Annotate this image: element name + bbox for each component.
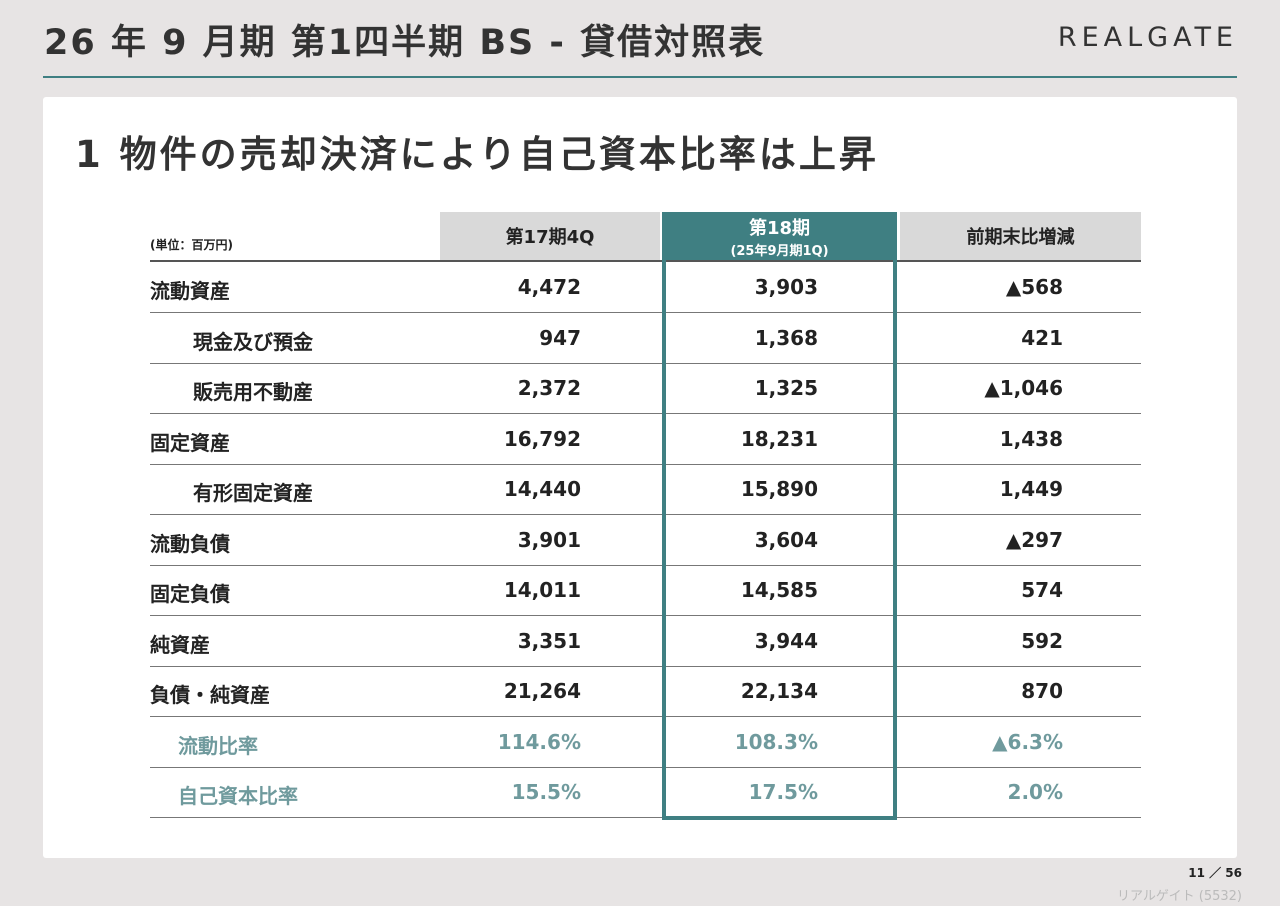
- cell-value: 3,944: [754, 628, 818, 653]
- table-row: 有形固定資産 14,440 15,890 1,449: [150, 464, 1141, 515]
- cell-value: ▲6.3%: [992, 729, 1063, 754]
- cell-value: 3,351: [517, 628, 581, 653]
- cell-value: ▲1,046: [984, 376, 1063, 400]
- cell-value: 15,890: [740, 477, 818, 501]
- column-header: 前期末比増減: [900, 212, 1141, 260]
- cell-value: ▲568: [1005, 275, 1063, 299]
- table-row: 現金及び預金 947 1,368 421: [150, 313, 1141, 364]
- cell-value: 14,585: [740, 578, 818, 602]
- headline: 1 物件の売却決済により自己資本比率は上昇: [75, 133, 879, 176]
- cell-value: 3,604: [754, 527, 818, 552]
- column-header: 第17期4Q: [440, 212, 660, 260]
- column-label: 第18期: [748, 217, 811, 239]
- cell-value: 14,440: [503, 477, 581, 501]
- highlight-frame: [662, 212, 897, 820]
- column-label: 第17期4Q: [505, 227, 595, 248]
- cell-value: 3,903: [754, 275, 818, 299]
- cell-value: 574: [1021, 578, 1063, 602]
- table-row: 固定負債 14,011 14,585 574: [150, 565, 1141, 616]
- row-label: 流動資産: [150, 279, 230, 303]
- cell-value: 21,264: [503, 679, 581, 703]
- row-label: 流動負債: [150, 531, 230, 556]
- row-label: 固定資産: [150, 430, 230, 455]
- logo: REALGATE: [1057, 22, 1238, 53]
- row-label: 負債・純資産: [150, 683, 270, 707]
- cell-value: 22,134: [740, 679, 818, 703]
- table-row: 流動比率 114.6% 108.3% ▲6.3%: [150, 717, 1141, 768]
- table-row: 流動資産 4,472 3,903 ▲568: [150, 262, 1141, 313]
- row-label: 純資産: [150, 632, 210, 657]
- table-row: 自己資本比率 15.5% 17.5% 2.0%: [150, 767, 1141, 818]
- title-rule: [43, 76, 1237, 78]
- cell-value: 1,449: [999, 477, 1063, 501]
- cell-value: ▲297: [1005, 527, 1063, 552]
- cell-value: 592: [1021, 628, 1063, 653]
- row-label: 自己資本比率: [178, 784, 298, 808]
- column-header: 第18期 (25年9月期1Q): [662, 212, 897, 260]
- cell-value: 947: [539, 325, 581, 350]
- table-row: 流動負債 3,901 3,604 ▲297: [150, 515, 1141, 566]
- row-label: 流動比率: [178, 733, 258, 758]
- page-number: 11 ／ 56: [1188, 866, 1242, 880]
- cell-value: 108.3%: [734, 729, 818, 754]
- table-row: 販売用不動産 2,372 1,325 ▲1,046: [150, 363, 1141, 414]
- table-row: 純資産 3,351 3,944 592: [150, 616, 1141, 667]
- cell-value: 16,792: [503, 426, 581, 451]
- row-label: 販売用不動産: [193, 380, 313, 404]
- cell-value: 1,438: [999, 426, 1063, 451]
- cell-value: 4,472: [517, 275, 581, 299]
- cell-value: 14,011: [503, 578, 581, 602]
- cell-value: 2.0%: [1007, 780, 1063, 804]
- cell-value: 421: [1021, 325, 1063, 350]
- column-sublabel: (25年9月期1Q): [730, 243, 829, 259]
- header-rule: [150, 260, 1141, 262]
- cell-value: 18,231: [740, 426, 818, 451]
- row-label: 固定負債: [150, 582, 230, 606]
- cell-value: 114.6%: [497, 729, 581, 754]
- cell-value: 17.5%: [748, 780, 818, 804]
- row-label: 有形固定資産: [193, 481, 313, 505]
- table-row: 負債・純資産 21,264 22,134 870: [150, 666, 1141, 717]
- column-label: 前期末比増減: [966, 227, 1075, 248]
- cell-value: 2,372: [517, 376, 581, 400]
- cell-value: 1,325: [754, 376, 818, 400]
- cell-value: 1,368: [754, 325, 818, 350]
- slide-title: 26 年 9 月期 第1四半期 BS - 貸借対照表: [44, 23, 766, 63]
- cell-value: 3,901: [517, 527, 581, 552]
- row-label: 現金及び預金: [193, 329, 313, 354]
- company-name: リアルゲイト (5532): [1117, 889, 1242, 904]
- table-row: 固定資産 16,792 18,231 1,438: [150, 414, 1141, 465]
- cell-value: 870: [1021, 679, 1063, 703]
- unit-label: (単位：百万円): [150, 238, 233, 252]
- cell-value: 15.5%: [511, 780, 581, 804]
